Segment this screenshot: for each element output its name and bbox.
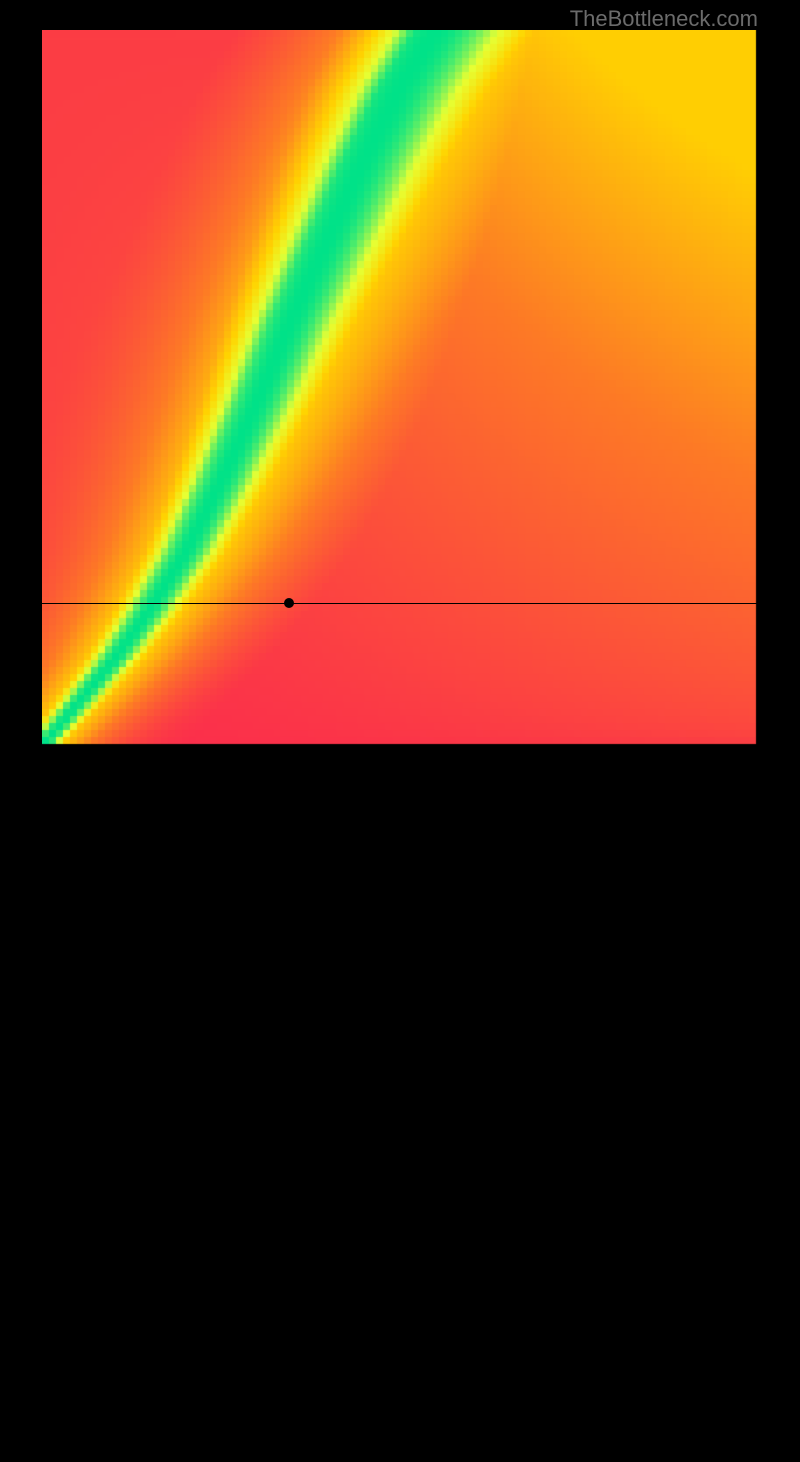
heatmap-canvas	[42, 30, 758, 746]
crosshair-marker	[284, 598, 294, 608]
crosshair-horizontal	[42, 603, 758, 604]
watermark-text: TheBottleneck.com	[570, 6, 758, 32]
crosshair-vertical	[289, 746, 290, 1462]
heatmap-chart	[42, 30, 758, 746]
